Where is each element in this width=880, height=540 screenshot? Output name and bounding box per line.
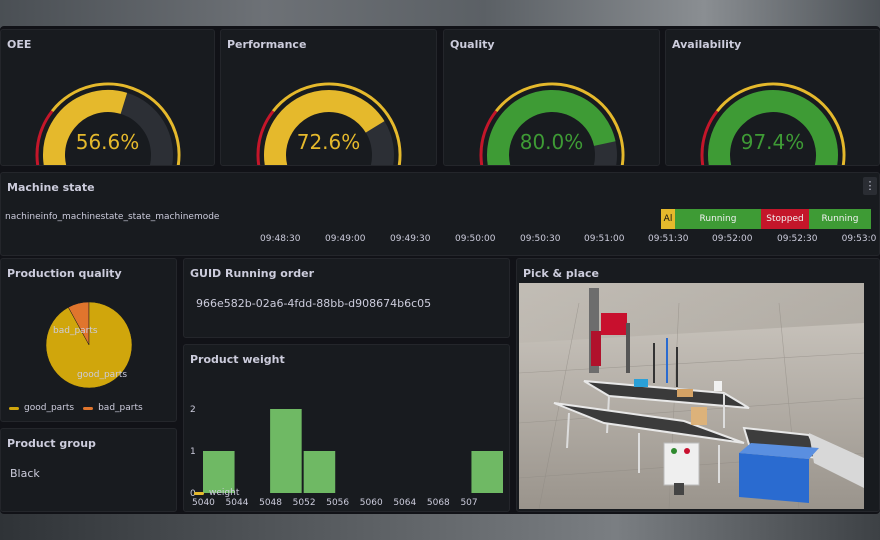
gauge-value-arc <box>487 90 616 165</box>
gauge-title: OEE <box>7 38 32 51</box>
legend-swatch-good <box>9 406 19 410</box>
y-tick-label: 1 <box>190 447 196 457</box>
x-tick-label: 507 <box>460 498 477 508</box>
gauge-threshold-band <box>271 82 402 165</box>
time-tick-label: 09:49:00 <box>325 234 366 244</box>
x-tick-label: 5048 <box>259 498 282 508</box>
state-segment-stopped[interactable]: Stopped <box>761 209 809 229</box>
time-tick-label: 09:52:00 <box>712 234 753 244</box>
pie-legend: good_parts bad_parts <box>9 403 143 413</box>
x-tick-label: 5040 <box>192 498 215 508</box>
product-weight-chart: 0 1 2 5040 5044 5048 5052 5056 5060 5064 5068 507 <box>190 405 503 508</box>
gauge-threshold-band <box>35 110 54 165</box>
machine-state-time-axis: 09:48:30 09:49:00 09:49:30 09:50:00 09:50:30… <box>1 234 879 248</box>
pie-chart: bad_parts good_parts <box>45 301 133 389</box>
histogram-bar <box>270 409 302 493</box>
gauge-threshold-band <box>256 110 275 165</box>
histogram-bar <box>471 451 503 493</box>
x-tick-label: 5060 <box>360 498 383 508</box>
background-bottom <box>0 512 880 540</box>
time-tick-label: 09:51:30 <box>648 234 689 244</box>
gauge-panel-oee[interactable]: OEE 56.6% <box>0 29 215 166</box>
product-group-value: Black <box>10 467 40 480</box>
gauge-oee <box>35 82 181 165</box>
machine-state-title: Machine state <box>7 181 95 194</box>
state-segment-alarm[interactable]: Al <box>661 209 675 229</box>
pie-label-bad: bad_parts <box>53 326 98 336</box>
pick-place-3d-view <box>519 283 864 509</box>
machine-state-series-label: nachineinfo_machinestate_state_machinemo… <box>5 212 220 222</box>
time-tick-label: 09:48:30 <box>260 234 301 244</box>
gauge-title: Availability <box>672 38 742 51</box>
weight-legend: weight <box>194 488 239 498</box>
time-tick-label: 09:51:00 <box>584 234 625 244</box>
background-top <box>0 0 880 28</box>
y-tick-label: 0 <box>190 489 196 499</box>
gauge-threshold-band <box>494 82 625 165</box>
histogram-bar <box>303 451 336 493</box>
product-group-title: Product group <box>7 437 96 450</box>
gauge-value-arc <box>264 90 385 165</box>
time-tick-label: 09:53:0 <box>841 234 877 244</box>
y-tick-label: 2 <box>190 405 196 415</box>
gauge-value: 97.4% <box>740 130 805 154</box>
product-group-panel[interactable]: Product group Black <box>0 428 177 512</box>
gauge-threshold-band <box>479 110 498 165</box>
gauge-value-arc <box>43 90 128 165</box>
legend-swatch-weight <box>194 491 204 495</box>
dashboard: OEE 56.6% Performance 72.6% Quality 80.0… <box>0 26 880 514</box>
time-tick-label: 09:50:00 <box>455 234 496 244</box>
pick-place-title: Pick & place <box>523 267 599 280</box>
guid-order-value: 966e582b-02a6-4fdd-88bb-d908674b6c05 <box>196 297 432 310</box>
time-tick-label: 09:52:30 <box>777 234 818 244</box>
gauge-quality <box>479 82 625 165</box>
gauge-threshold-band <box>715 82 846 165</box>
pie-slice-good-parts <box>45 301 133 389</box>
x-tick-label: 5068 <box>427 498 450 508</box>
legend-label-good: good_parts <box>24 403 75 413</box>
pie-label-good: good_parts <box>77 370 127 380</box>
histogram-bar <box>203 451 235 493</box>
gauge-title: Quality <box>450 38 495 51</box>
panel-menu-button[interactable]: ⋮ <box>863 177 877 195</box>
gauge-performance <box>256 82 402 165</box>
production-quality-panel[interactable]: Production quality bad_parts good_parts g… <box>0 258 177 422</box>
x-tick-label: 5052 <box>293 498 316 508</box>
pick-place-panel[interactable]: Pick & place <box>516 258 880 512</box>
gauge-availability <box>700 82 846 165</box>
gauge-value: 72.6% <box>296 130 361 154</box>
guid-order-title: GUID Running order <box>190 267 315 280</box>
state-segment-running[interactable]: Running <box>809 209 871 229</box>
machine-state-panel[interactable]: Machine state ⋮ nachineinfo_machinestate… <box>0 172 880 256</box>
time-tick-label: 09:49:30 <box>390 234 431 244</box>
legend-swatch-bad <box>83 406 94 410</box>
gauge-panel-performance[interactable]: Performance 72.6% <box>220 29 437 166</box>
state-segment-running[interactable]: Running <box>675 209 761 229</box>
x-tick-label: 5044 <box>226 498 249 508</box>
product-weight-title: Product weight <box>190 353 285 366</box>
legend-label-bad: bad_parts <box>98 403 143 413</box>
gauge-value: 80.0% <box>519 130 584 154</box>
guid-order-panel[interactable]: GUID Running order 966e582b-02a6-4fdd-88… <box>183 258 510 338</box>
time-tick-label: 09:50:30 <box>520 234 561 244</box>
gauge-threshold-band <box>50 82 181 165</box>
gauge-title: Performance <box>227 38 307 51</box>
x-tick-label: 5064 <box>393 498 416 508</box>
legend-label-weight: weight <box>209 488 240 498</box>
gauge-value-arc <box>708 90 838 165</box>
gauge-panel-quality[interactable]: Quality 80.0% <box>443 29 660 166</box>
gauge-threshold-band <box>700 110 719 165</box>
gauge-panel-availability[interactable]: Availability 97.4% <box>665 29 880 166</box>
production-quality-title: Production quality <box>7 267 122 280</box>
product-weight-panel[interactable]: Product weight 0 1 2 5040 5044 5048 5052 5056 50… <box>183 344 510 512</box>
gauge-value: 56.6% <box>75 130 140 154</box>
x-tick-label: 5056 <box>326 498 349 508</box>
